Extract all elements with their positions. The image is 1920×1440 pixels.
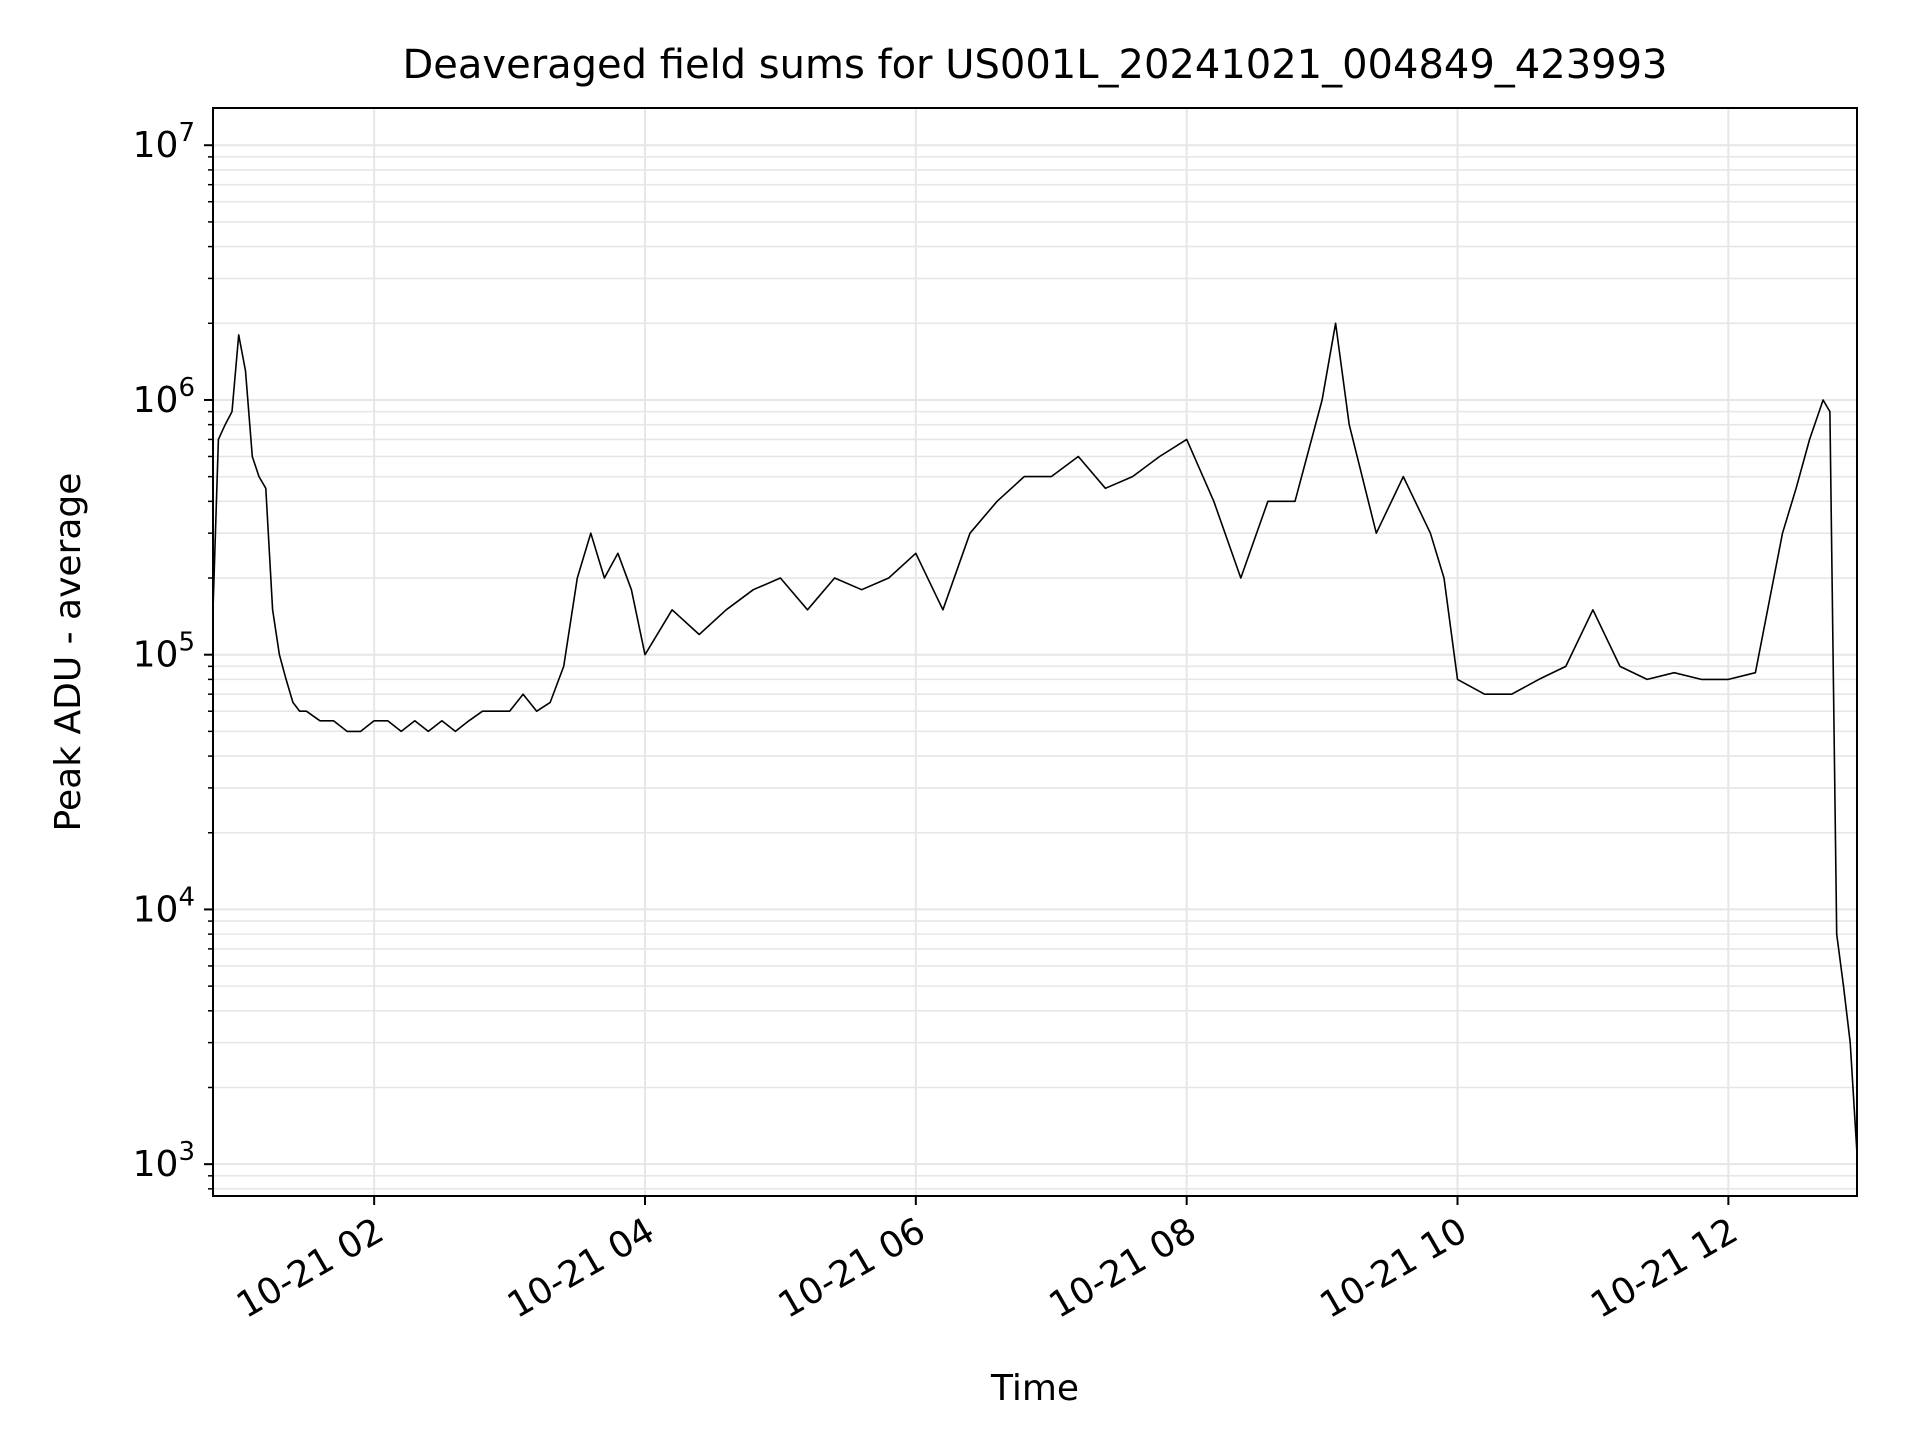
y-tick-label: 104 [133,882,195,930]
x-tick-label: 10-21 06 [772,1210,933,1326]
x-tick-label: 10-21 12 [1584,1210,1745,1326]
y-tick-label: 103 [133,1137,195,1185]
x-tick-label: 10-21 04 [501,1210,662,1326]
x-tick-label: 10-21 02 [230,1210,391,1326]
grid-layer [213,108,1857,1196]
y-tick-label: 105 [133,628,195,676]
chart-title: Deaveraged field sums for US001L_2024102… [403,42,1668,88]
y-tick-label: 107 [133,118,195,166]
y-axis-label: Peak ADU - average [48,473,89,832]
plot-frame [212,107,1858,1197]
plot-layer [212,322,1858,1154]
x-axis-label: Time [990,1368,1079,1409]
x-tick-label: 10-21 10 [1313,1210,1474,1326]
x-tick-label: 10-21 08 [1042,1210,1203,1326]
y-tick-label: 106 [133,373,195,421]
series-line-0 [212,322,1858,1154]
